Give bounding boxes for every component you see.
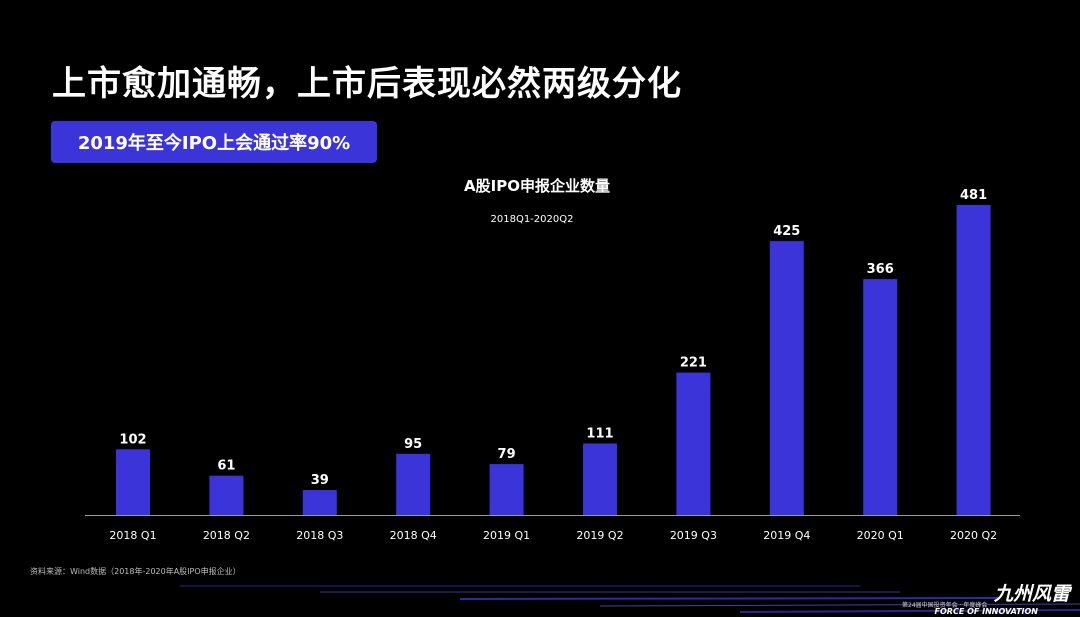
- x-tick-label-5: 2019 Q2: [576, 529, 623, 542]
- chart-title: A股IPO申报企业数量: [464, 177, 610, 195]
- pass-rate-badge: 2019年至今IPO上会通过率90%: [51, 121, 377, 163]
- bar-0: [116, 449, 150, 515]
- value-label-3: 95: [404, 437, 422, 452]
- bar-7: [769, 241, 804, 515]
- bars-group: [116, 205, 991, 515]
- bar-6: [676, 372, 711, 515]
- event-brand: 九州风雷 第24届中国投资年会 · 年度峰会 FORCE OF INNOVATI…: [898, 583, 1078, 617]
- bar-8: [863, 279, 898, 515]
- brand-english: FORCE OF INNOVATION: [934, 607, 1038, 616]
- bar-3: [396, 453, 431, 515]
- x-tick-label-1: 2018 Q2: [203, 529, 250, 542]
- value-label-5: 111: [586, 427, 613, 442]
- chart-subtitle: 2018Q1-2020Q2: [491, 214, 574, 225]
- brand-subtitle: 第24届中国投资年会 · 年度峰会: [902, 602, 988, 609]
- bar-2: [302, 489, 337, 515]
- value-label-0: 102: [119, 432, 146, 447]
- value-label-1: 61: [217, 459, 235, 474]
- x-tick-label-2: 2018 Q3: [296, 529, 343, 542]
- x-tick-label-9: 2020 Q2: [950, 529, 997, 542]
- bar-5: [583, 443, 617, 515]
- x-tick-label-4: 2019 Q1: [483, 529, 530, 542]
- value-label-2: 39: [311, 473, 329, 488]
- x-tick-label-7: 2019 Q4: [763, 529, 810, 542]
- bar-4: [489, 464, 524, 515]
- value-label-8: 366: [867, 262, 894, 277]
- x-tick-label-6: 2019 Q3: [670, 529, 717, 542]
- value-label-4: 79: [498, 447, 516, 462]
- bar-9: [956, 205, 991, 515]
- value-label-7: 425: [773, 224, 800, 239]
- x-labels-group: 2018 Q1 2018 Q2 2018 Q3 2018 Q4 2019 Q1 2019 …: [109, 529, 997, 542]
- source-note: 资料来源：Wind数据（2018年-2020年A股IPO申报企业）: [30, 567, 241, 576]
- x-tick-label-0: 2018 Q1: [109, 529, 156, 542]
- x-tick-label-8: 2020 Q1: [857, 529, 904, 542]
- value-label-9: 481: [960, 188, 987, 203]
- bar-1: [209, 475, 244, 515]
- brand-logo: 九州风雷: [993, 583, 1070, 605]
- x-tick-label-3: 2018 Q4: [390, 529, 437, 542]
- page-title: 上市愈加通畅，上市后表现必然两级分化: [52, 64, 682, 104]
- value-label-6: 221: [680, 356, 707, 371]
- value-labels-group: 102 61 39 95 79 111 221 425 366 481: [119, 188, 987, 488]
